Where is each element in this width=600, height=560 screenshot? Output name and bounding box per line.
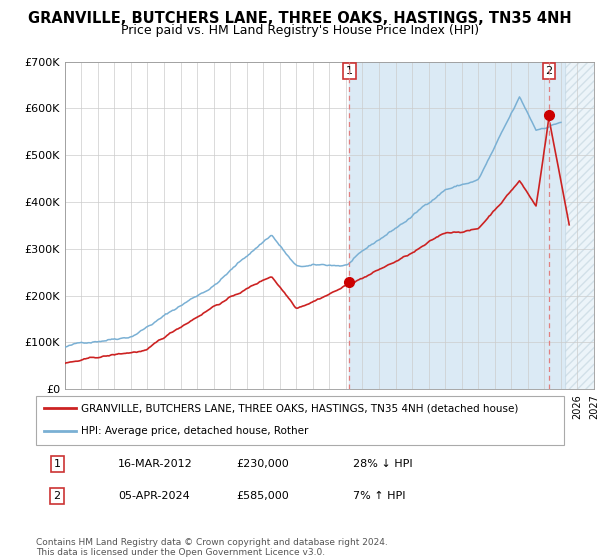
- Text: GRANVILLE, BUTCHERS LANE, THREE OAKS, HASTINGS, TN35 4NH: GRANVILLE, BUTCHERS LANE, THREE OAKS, HA…: [28, 11, 572, 26]
- Bar: [565, 62, 594, 389]
- Text: 28% ↓ HPI: 28% ↓ HPI: [353, 459, 412, 469]
- Text: 7% ↑ HPI: 7% ↑ HPI: [353, 491, 406, 501]
- FancyBboxPatch shape: [36, 396, 564, 445]
- Text: 16-MAR-2012: 16-MAR-2012: [118, 459, 193, 469]
- Text: £585,000: £585,000: [236, 491, 289, 501]
- Text: 05-APR-2024: 05-APR-2024: [118, 491, 190, 501]
- Text: Price paid vs. HM Land Registry's House Price Index (HPI): Price paid vs. HM Land Registry's House …: [121, 24, 479, 36]
- Text: HPI: Average price, detached house, Rother: HPI: Average price, detached house, Roth…: [81, 426, 308, 436]
- Text: £230,000: £230,000: [236, 459, 289, 469]
- Bar: [349, 62, 565, 389]
- Text: GRANVILLE, BUTCHERS LANE, THREE OAKS, HASTINGS, TN35 4NH (detached house): GRANVILLE, BUTCHERS LANE, THREE OAKS, HA…: [81, 403, 518, 413]
- Text: 1: 1: [53, 459, 61, 469]
- Text: 2: 2: [53, 491, 61, 501]
- Text: Contains HM Land Registry data © Crown copyright and database right 2024.
This d: Contains HM Land Registry data © Crown c…: [36, 538, 388, 557]
- Text: 1: 1: [346, 66, 353, 76]
- Text: 2: 2: [545, 66, 553, 76]
